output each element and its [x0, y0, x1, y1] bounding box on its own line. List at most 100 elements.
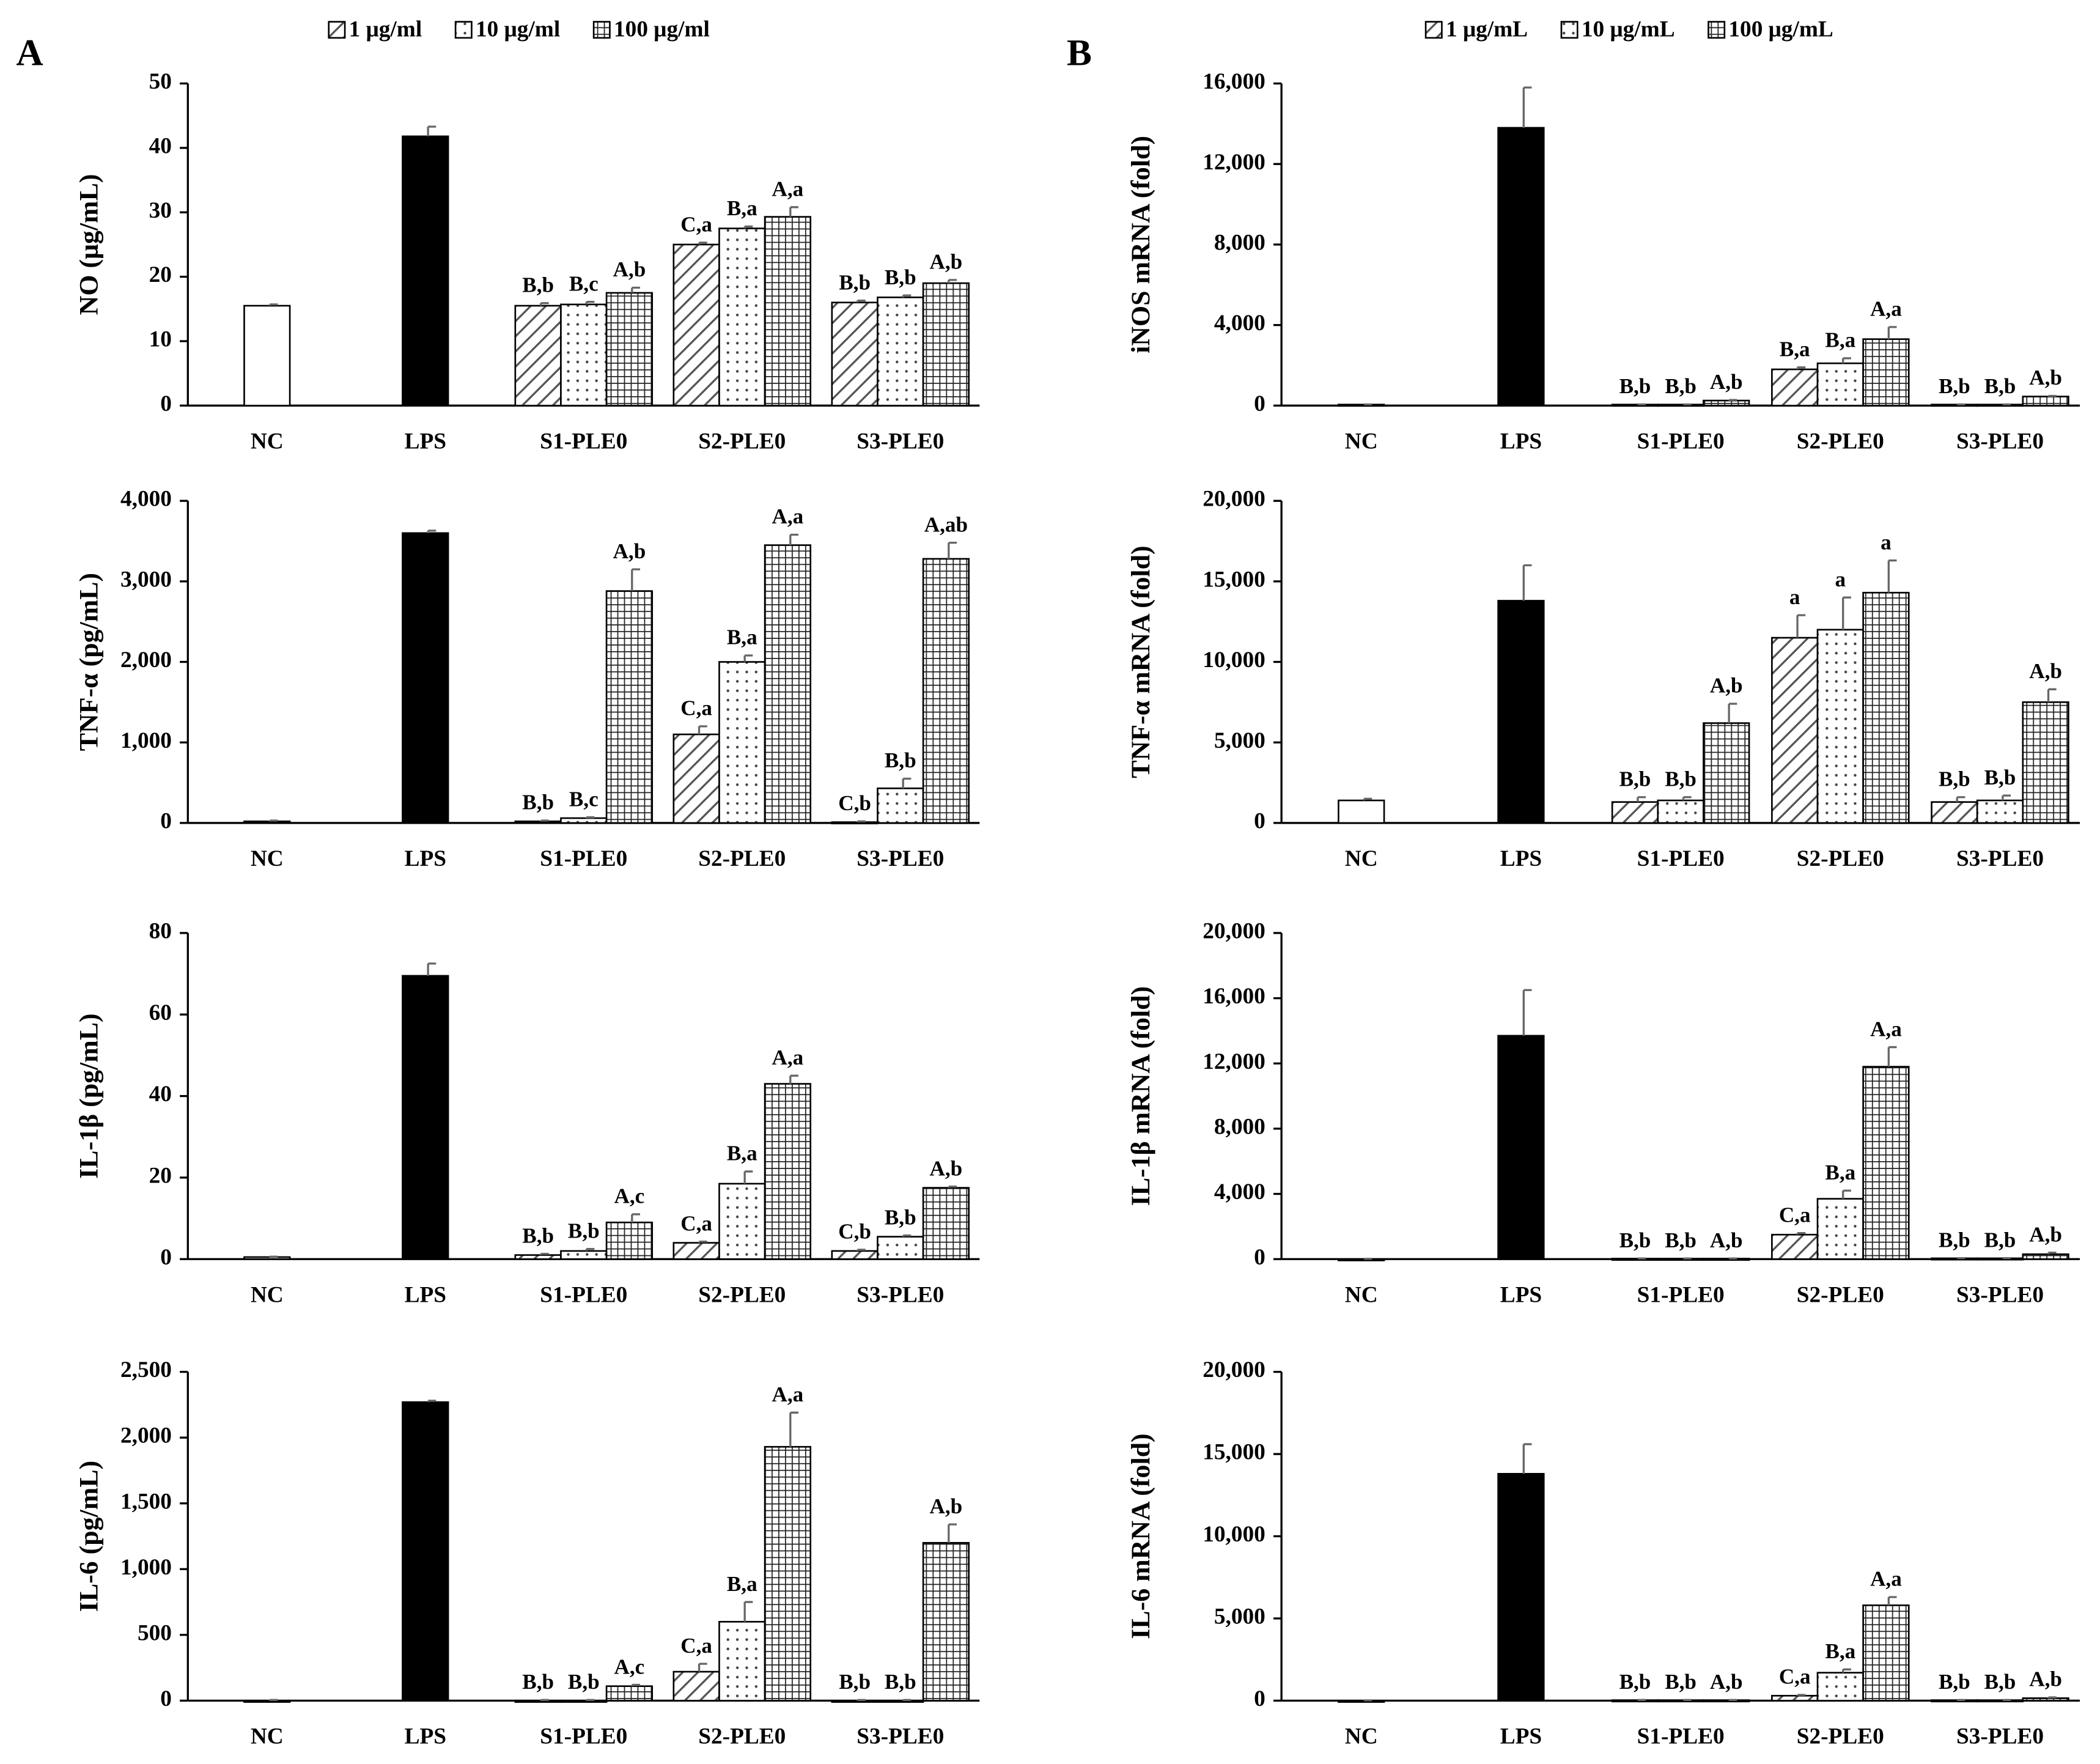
annotation: A,a	[1870, 1567, 1902, 1591]
y-tick-label: 0	[1254, 391, 1266, 416]
annotation: C,b	[838, 1220, 871, 1244]
bar	[877, 297, 924, 407]
bar	[402, 975, 449, 1260]
x-tick-label: S1-PLE0	[1637, 1724, 1725, 1749]
annotation: A,b	[1710, 370, 1743, 394]
y-tick-label: 12,000	[1203, 1049, 1266, 1074]
y-tick-label: 50	[149, 69, 172, 94]
x-tick-label: LPS	[405, 1724, 446, 1749]
y-tick-label: 0	[1254, 808, 1266, 833]
error-bar	[585, 816, 595, 819]
bar	[1338, 1700, 1385, 1703]
error-bar	[2047, 688, 2057, 703]
legend-swatch	[1560, 21, 1579, 39]
y-tick-label: 2,500	[120, 1357, 172, 1382]
annotation: B,a	[727, 626, 757, 649]
bar	[560, 1700, 608, 1703]
x-tick-label: S1-PLE0	[540, 846, 627, 871]
chart: 0 4,000 8,000 12,000 16,000 20,000 IL-1β mRNA …	[1126, 918, 2080, 1307]
bar	[1497, 127, 1545, 407]
error-bar	[1728, 703, 1737, 723]
bar	[1611, 801, 1659, 824]
annotation: A,ab	[924, 512, 968, 536]
annotation: B,b	[1665, 374, 1697, 398]
annotation: a	[1881, 530, 1892, 554]
y-tick-label: 2,000	[120, 1423, 172, 1448]
error-bar	[585, 1247, 595, 1251]
y-axis-label: TNF-α mRNA (fold)	[1126, 545, 1155, 778]
annotation: B,b	[568, 1670, 600, 1694]
y-tick-label: 10,000	[1203, 648, 1266, 673]
y-tick-label: 12,000	[1203, 150, 1266, 175]
bar	[1611, 404, 1659, 407]
annotation: A,b	[2029, 366, 2062, 389]
bar	[877, 1700, 924, 1703]
y-tick-label: 1,500	[120, 1489, 172, 1514]
bar	[1657, 1258, 1704, 1261]
error-bar	[948, 1185, 957, 1188]
x-tick-label: NC	[251, 1282, 284, 1307]
error-bar	[743, 1170, 753, 1184]
bar	[605, 292, 654, 407]
bar	[1976, 799, 2024, 824]
annotation: B,b	[1939, 767, 1970, 791]
x-tick-label: LPS	[1500, 1282, 1542, 1307]
x-tick-label: S2-PLE0	[698, 429, 786, 454]
y-tick-label: 5,000	[1214, 1604, 1266, 1629]
error-bar	[698, 1240, 707, 1243]
error-bar	[743, 654, 753, 662]
y-tick-label: 40	[149, 1082, 172, 1107]
bar	[1703, 1258, 1750, 1261]
bar	[1338, 1258, 1385, 1261]
annotation: B,b	[885, 1670, 916, 1694]
annotation: B,b	[885, 1205, 916, 1229]
error-bar	[427, 1400, 437, 1403]
error-bar	[1796, 614, 1806, 638]
error-bar	[1796, 366, 1806, 370]
annotation: A,a	[772, 504, 804, 528]
bar	[672, 1670, 720, 1702]
annotation: B,b	[1984, 1670, 2016, 1694]
y-axis-label: IL-6 (pg/mL)	[74, 1461, 103, 1612]
bar	[831, 301, 879, 407]
y-tick-label: 5,000	[1214, 728, 1266, 753]
annotation: B,b	[522, 1223, 554, 1247]
annotation: B,b	[1619, 1228, 1651, 1252]
panel-label: A	[16, 32, 43, 74]
y-tick-label: 0	[160, 1245, 172, 1270]
error-bar	[856, 820, 866, 822]
bar	[1657, 404, 1704, 407]
bar	[764, 1083, 812, 1260]
annotation: A,b	[2029, 659, 2062, 683]
bar	[1931, 1699, 1978, 1703]
y-tick-label: 0	[160, 391, 172, 416]
y-tick-label: 20,000	[1203, 487, 1266, 512]
y-tick-label: 500	[138, 1620, 172, 1645]
error-bar	[539, 1252, 549, 1255]
y-tick-label: 20,000	[1203, 918, 1266, 943]
bar	[831, 1250, 879, 1260]
legend-label: 10 μg/ml	[476, 17, 560, 42]
bar	[831, 821, 879, 825]
annotation: C,a	[680, 1211, 712, 1235]
legend-swatch	[1424, 21, 1443, 39]
bar	[718, 1183, 766, 1260]
annotation: A,b	[930, 1156, 963, 1180]
x-tick-label: S2-PLE0	[698, 846, 786, 871]
annotation: B,b	[522, 1670, 554, 1694]
error-bar	[856, 299, 866, 303]
annotation: A,b	[1710, 1228, 1743, 1252]
annotation: B,a	[1825, 1161, 1855, 1184]
annotation: B,b	[1619, 767, 1651, 791]
error-bar	[1363, 1699, 1372, 1702]
bar	[1657, 1699, 1704, 1703]
y-tick-label: 60	[149, 1000, 172, 1025]
bar	[243, 1256, 291, 1260]
chart: 0 4,000 8,000 12,000 16,000 iNOS mRNA (fold) B…	[1067, 17, 2080, 454]
bar	[1862, 338, 1910, 407]
error-bar	[902, 294, 912, 298]
y-tick-label: 4,000	[1214, 311, 1266, 336]
bar	[1862, 1604, 1910, 1702]
bar	[1657, 799, 1704, 824]
